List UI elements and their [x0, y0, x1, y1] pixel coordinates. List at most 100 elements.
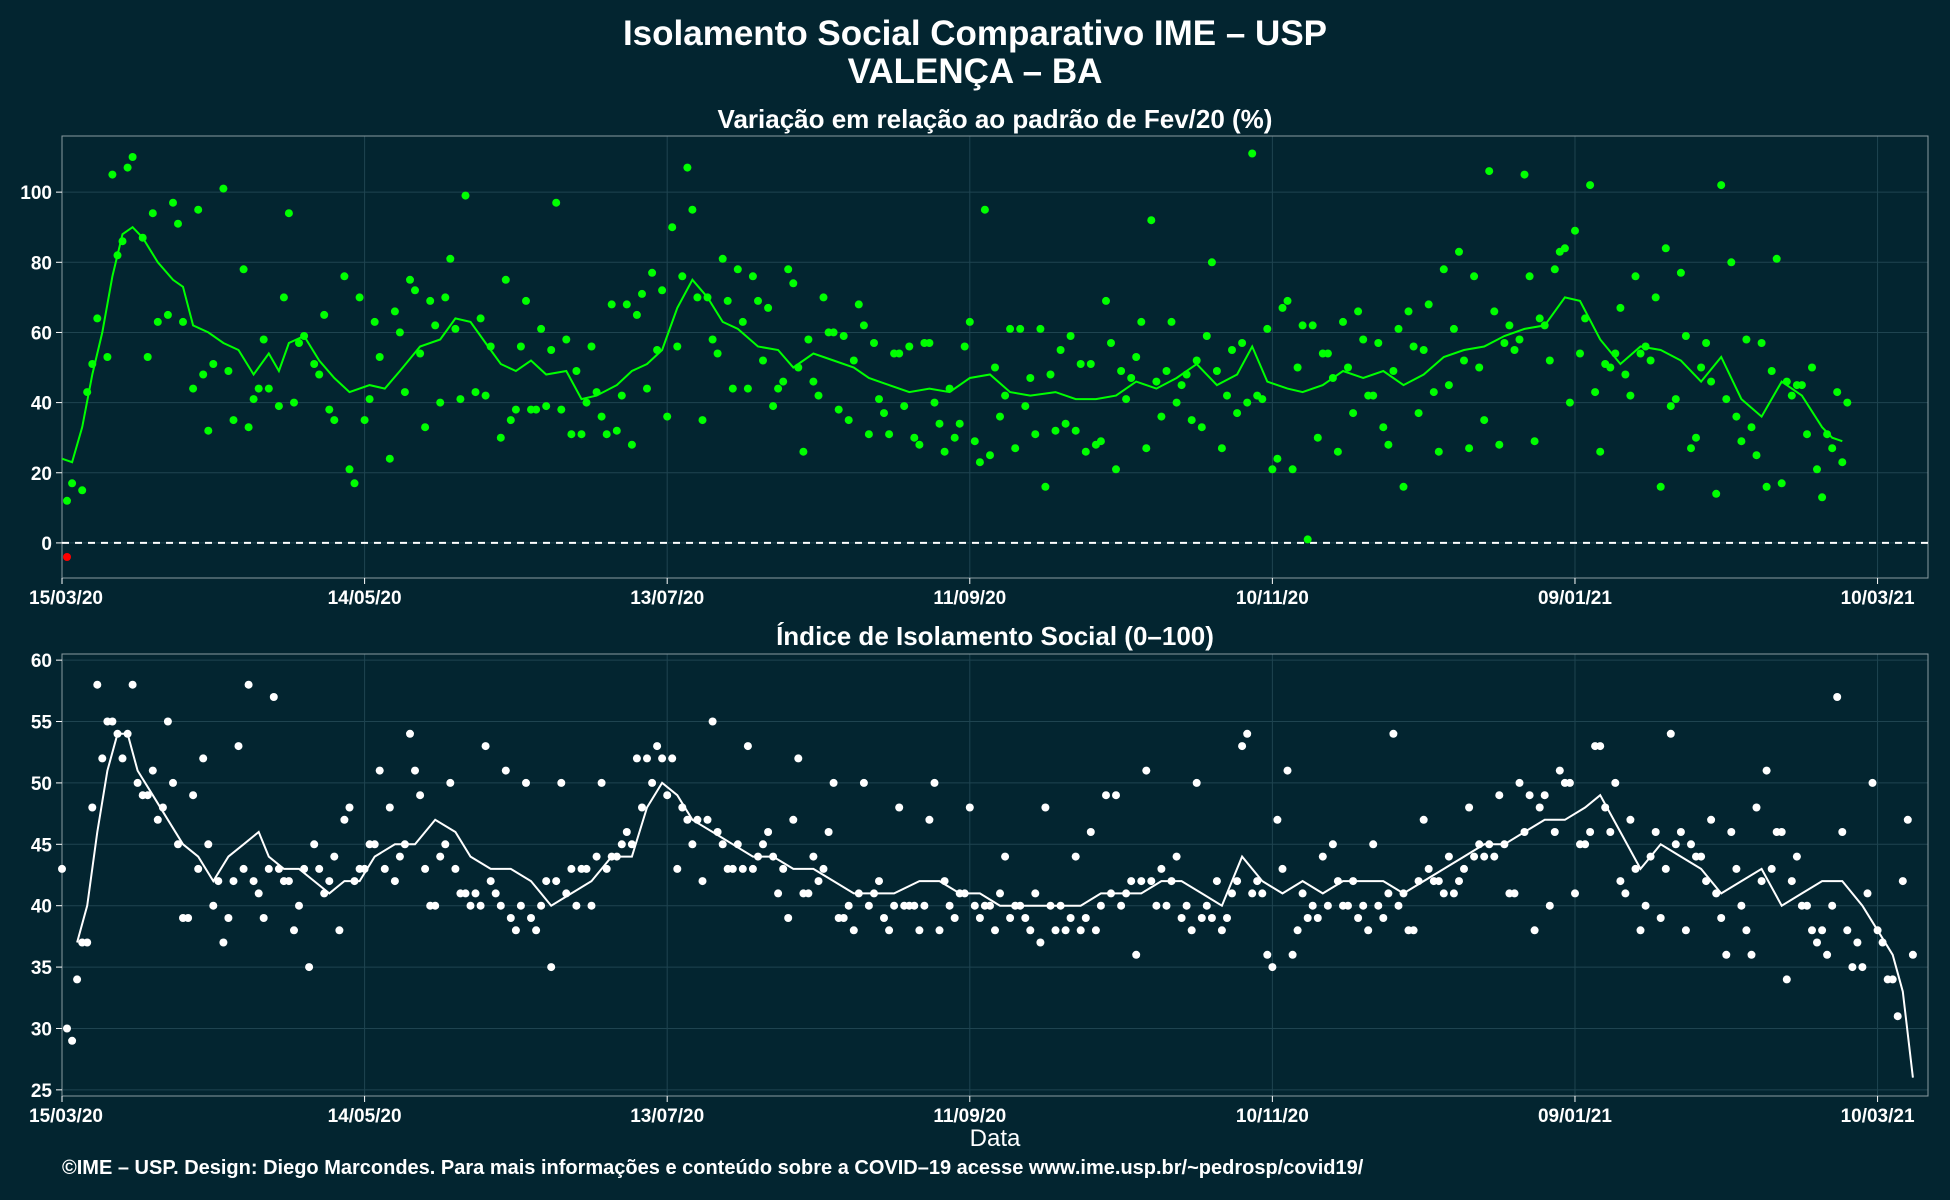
data-point	[617, 391, 626, 400]
data-point	[148, 209, 157, 218]
data-point	[759, 840, 767, 849]
data-point	[199, 754, 208, 763]
data-point	[1515, 778, 1524, 787]
data-point	[1364, 926, 1373, 935]
data-point	[996, 889, 1004, 898]
data-point	[456, 395, 465, 404]
data-point	[421, 423, 430, 432]
data-point	[814, 391, 823, 400]
data-point	[411, 286, 419, 295]
data-point	[1606, 363, 1615, 372]
panel-1: Variação em relação ao padrão de Fev/20 …	[20, 104, 1929, 609]
data-point	[1217, 444, 1226, 453]
data-point	[839, 332, 848, 340]
data-point	[804, 335, 813, 344]
data-point	[1212, 367, 1221, 375]
x-tick-label: 14/05/20	[328, 1106, 402, 1127]
data-point	[607, 300, 616, 309]
data-point	[562, 335, 571, 344]
data-point	[814, 877, 823, 886]
y-tick-label: 50	[31, 774, 52, 795]
data-point	[673, 864, 682, 873]
data-point	[426, 296, 435, 305]
data-point	[436, 398, 445, 407]
data-point	[1001, 391, 1010, 400]
data-point	[1233, 877, 1242, 886]
panel-title: Índice de Isolamento Social (0–100)	[776, 621, 1214, 651]
data-point	[1833, 388, 1842, 397]
data-point	[1207, 914, 1216, 922]
data-point	[1112, 791, 1120, 800]
data-point	[1238, 742, 1247, 751]
data-point	[330, 416, 339, 425]
data-point	[1525, 791, 1534, 800]
data-point	[1510, 889, 1519, 898]
data-point	[910, 433, 919, 442]
data-point	[738, 317, 747, 326]
data-point	[229, 416, 238, 425]
data-point	[1298, 321, 1307, 330]
data-point	[1157, 864, 1166, 873]
data-point	[577, 430, 586, 439]
data-point	[325, 405, 334, 414]
data-point	[587, 901, 596, 910]
data-point	[890, 901, 899, 910]
data-point	[78, 486, 87, 495]
data-point	[885, 430, 894, 439]
data-point	[1732, 864, 1741, 873]
data-point	[627, 840, 636, 849]
data-point	[703, 815, 712, 824]
data-point	[1727, 258, 1736, 267]
data-point	[1717, 181, 1726, 190]
data-point	[1757, 339, 1766, 347]
data-point	[895, 803, 904, 812]
data-point	[1550, 265, 1559, 274]
y-tick-label: 40	[31, 394, 52, 415]
data-point	[1081, 914, 1090, 922]
data-point	[345, 465, 354, 474]
plot-frame	[61, 135, 1929, 579]
data-point	[1419, 815, 1428, 824]
data-point	[567, 430, 576, 439]
x-tick-label: 09/01/21	[1538, 588, 1612, 609]
plot-frame	[61, 653, 1929, 1097]
data-point	[128, 153, 137, 161]
data-point	[1903, 815, 1912, 824]
data-point	[708, 335, 717, 344]
data-point	[1081, 447, 1090, 456]
data-point	[1071, 426, 1080, 435]
data-point	[844, 901, 853, 910]
data-point	[1757, 877, 1766, 886]
data-point	[1096, 901, 1105, 910]
data-point	[1283, 296, 1292, 305]
data-point	[436, 852, 445, 861]
data-point	[1006, 324, 1015, 333]
data-point	[537, 901, 546, 910]
data-point	[799, 447, 808, 456]
data-point	[1707, 815, 1716, 824]
data-point	[1687, 444, 1695, 453]
data-point	[416, 791, 425, 800]
data-point	[476, 901, 485, 910]
data-point	[930, 398, 939, 407]
data-point	[153, 317, 162, 326]
data-point	[385, 454, 394, 463]
data-point	[1359, 901, 1368, 910]
data-point	[1460, 356, 1468, 365]
data-point	[1102, 791, 1110, 800]
y-tick-label: 100	[20, 183, 52, 204]
data-point	[1369, 840, 1378, 849]
data-point	[1510, 346, 1519, 354]
data-point	[1001, 852, 1010, 861]
data-point	[501, 766, 510, 775]
data-point	[673, 342, 682, 351]
data-point	[506, 914, 515, 922]
data-point	[638, 289, 646, 298]
data-point	[1848, 963, 1857, 972]
data-point	[1727, 828, 1736, 836]
data-point	[1379, 914, 1388, 922]
data-point	[234, 742, 243, 751]
data-point	[290, 398, 298, 407]
data-point	[395, 852, 404, 861]
data-point	[1021, 402, 1030, 411]
